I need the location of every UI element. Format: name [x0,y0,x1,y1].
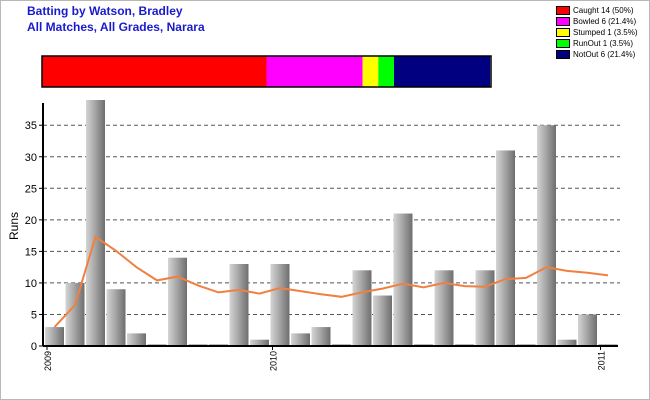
legend-item: Stumped 1 (3.5%) [556,27,637,38]
legend-item: NotOut 6 (21.4%) [556,49,637,60]
legend-swatch [556,6,570,16]
legend-item: Bowled 6 (21.4%) [556,16,637,27]
bar [537,125,556,346]
bar [393,213,413,346]
dismissal-segment [266,56,363,87]
bar [168,257,187,346]
bar [578,314,597,346]
x-tick-label: 2011 [597,351,607,370]
legend: Caught 14 (50%) Bowled 6 (21.4%) Stumped 1… [556,5,637,60]
bar [475,270,495,346]
legend-item: RunOut 1 (3.5%) [556,38,637,49]
y-tick-label: 5 [31,309,37,321]
dismissal-segment [362,56,379,87]
legend-item: Caught 14 (50%) [556,5,637,16]
bar [86,100,105,346]
bar [229,264,249,346]
bar [496,150,515,346]
y-tick-label: 15 [25,246,37,258]
y-tick-label: 30 [25,152,37,164]
legend-label: Stumped 1 (3.5%) [573,28,638,37]
bar [291,333,310,346]
bar [250,339,269,346]
y-tick-label: 35 [25,120,37,132]
y-tick-label: 10 [25,278,37,290]
bar [106,289,126,346]
dismissal-segment [378,56,395,87]
x-tick-label: 2010 [269,351,279,371]
y-axis-label: Runs [7,212,21,240]
dismissal-segment [42,56,267,87]
bar [352,270,372,346]
y-tick-label: 20 [25,215,37,227]
bar [434,270,454,346]
legend-swatch [556,28,570,38]
legend-swatch [556,39,570,49]
legend-label: NotOut 6 (21.4%) [573,50,636,59]
y-tick-label: 25 [25,183,37,195]
bar [270,264,290,346]
legend-label: RunOut 1 (3.5%) [573,39,634,48]
chart-title: Batting by Watson, Bradley [27,4,183,18]
y-tick-label: 0 [31,341,37,353]
bar [45,327,64,346]
chart-subtitle: All Matches, All Grades, Narara [27,20,205,34]
dismissal-segment [394,56,491,87]
legend-swatch [556,17,570,27]
bar [311,327,331,346]
bar [557,339,577,346]
legend-swatch [556,50,570,60]
legend-label: Bowled 6 (21.4%) [573,17,637,26]
bar [373,295,392,346]
bar [127,333,146,346]
legend-label: Caught 14 (50%) [573,6,634,15]
x-tick-label: 2009 [43,351,53,371]
dismissal-bar-outline [41,55,492,88]
average-line [53,235,609,328]
bar [65,282,85,346]
